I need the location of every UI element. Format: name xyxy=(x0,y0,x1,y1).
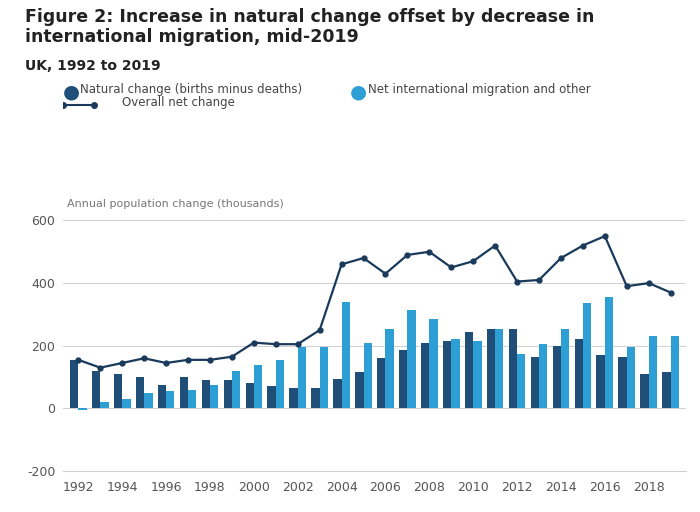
Overall net change xyxy=(425,249,433,255)
Overall net change xyxy=(535,277,543,283)
Bar xyxy=(166,391,174,409)
Bar xyxy=(618,357,626,409)
Overall net change xyxy=(316,327,324,333)
Bar xyxy=(355,372,363,409)
Bar xyxy=(363,343,372,409)
Bar xyxy=(495,329,503,409)
Bar xyxy=(605,297,613,409)
Overall net change xyxy=(96,365,104,371)
Bar xyxy=(254,365,262,409)
Overall net change xyxy=(556,255,565,261)
Bar xyxy=(531,357,539,409)
Overall net change xyxy=(272,341,280,347)
Text: Figure 2: Increase in natural change offset by decrease in: Figure 2: Increase in natural change off… xyxy=(25,8,594,26)
Text: Net international migration and other: Net international migration and other xyxy=(368,83,590,96)
Bar xyxy=(320,347,328,409)
Bar xyxy=(78,409,87,410)
Bar xyxy=(407,310,416,409)
Bar xyxy=(575,339,583,409)
Bar xyxy=(333,379,342,409)
Bar xyxy=(596,355,605,409)
Text: Natural change (births minus deaths): Natural change (births minus deaths) xyxy=(80,83,302,96)
Line: Overall net change: Overall net change xyxy=(76,233,673,370)
Overall net change xyxy=(228,354,236,360)
Overall net change xyxy=(337,261,346,267)
Bar xyxy=(210,385,218,409)
Bar xyxy=(539,344,547,409)
Overall net change xyxy=(491,243,499,249)
Bar xyxy=(465,332,473,409)
Bar xyxy=(443,341,452,409)
Bar xyxy=(180,377,188,409)
Bar xyxy=(386,329,394,409)
Bar xyxy=(561,329,569,409)
Bar xyxy=(626,347,635,409)
Overall net change xyxy=(645,280,653,286)
Bar xyxy=(552,346,561,409)
Bar xyxy=(246,383,254,409)
Bar xyxy=(671,336,679,409)
Bar xyxy=(473,341,482,409)
Overall net change xyxy=(382,271,390,277)
Bar xyxy=(202,380,210,409)
Overall net change xyxy=(293,341,302,347)
Bar xyxy=(399,350,407,409)
Overall net change xyxy=(250,339,258,346)
Bar xyxy=(583,304,592,409)
Overall net change xyxy=(447,264,456,270)
Bar xyxy=(114,374,122,409)
Bar xyxy=(289,388,298,409)
Bar xyxy=(298,347,306,409)
Bar xyxy=(421,343,429,409)
Bar xyxy=(662,372,671,409)
Bar xyxy=(509,329,517,409)
Text: ●: ● xyxy=(350,83,367,102)
Bar xyxy=(100,402,108,409)
Text: UK, 1992 to 2019: UK, 1992 to 2019 xyxy=(25,59,160,73)
Text: international migration, mid-2019: international migration, mid-2019 xyxy=(25,28,358,46)
Bar xyxy=(188,390,197,409)
Bar xyxy=(136,377,144,409)
Overall net change xyxy=(403,252,412,258)
Text: Annual population change (thousands): Annual population change (thousands) xyxy=(67,199,284,208)
Bar xyxy=(223,380,232,409)
Bar xyxy=(429,319,438,409)
Bar xyxy=(452,339,460,409)
Overall net change xyxy=(513,279,522,285)
Overall net change xyxy=(140,355,148,361)
Bar xyxy=(312,388,320,409)
Bar xyxy=(267,387,276,409)
Overall net change xyxy=(206,357,214,363)
Bar xyxy=(276,360,284,409)
Bar xyxy=(377,358,386,409)
Overall net change xyxy=(184,357,192,363)
Overall net change xyxy=(469,258,477,264)
Text: Overall net change: Overall net change xyxy=(122,96,235,109)
Bar xyxy=(122,399,131,409)
Overall net change xyxy=(622,283,631,289)
Bar xyxy=(70,360,78,409)
Overall net change xyxy=(579,243,587,249)
Overall net change xyxy=(601,233,609,239)
Bar xyxy=(144,393,153,409)
Overall net change xyxy=(74,357,83,363)
Bar xyxy=(649,336,657,409)
Bar xyxy=(486,329,495,409)
Bar xyxy=(640,374,649,409)
Bar xyxy=(517,354,526,409)
Overall net change xyxy=(162,360,170,366)
Bar xyxy=(232,371,240,409)
Overall net change xyxy=(118,360,127,366)
Bar xyxy=(92,371,100,409)
Overall net change xyxy=(666,289,675,295)
Overall net change xyxy=(359,255,368,261)
Text: ●: ● xyxy=(63,83,80,102)
Bar xyxy=(342,302,350,409)
Bar xyxy=(158,385,166,409)
